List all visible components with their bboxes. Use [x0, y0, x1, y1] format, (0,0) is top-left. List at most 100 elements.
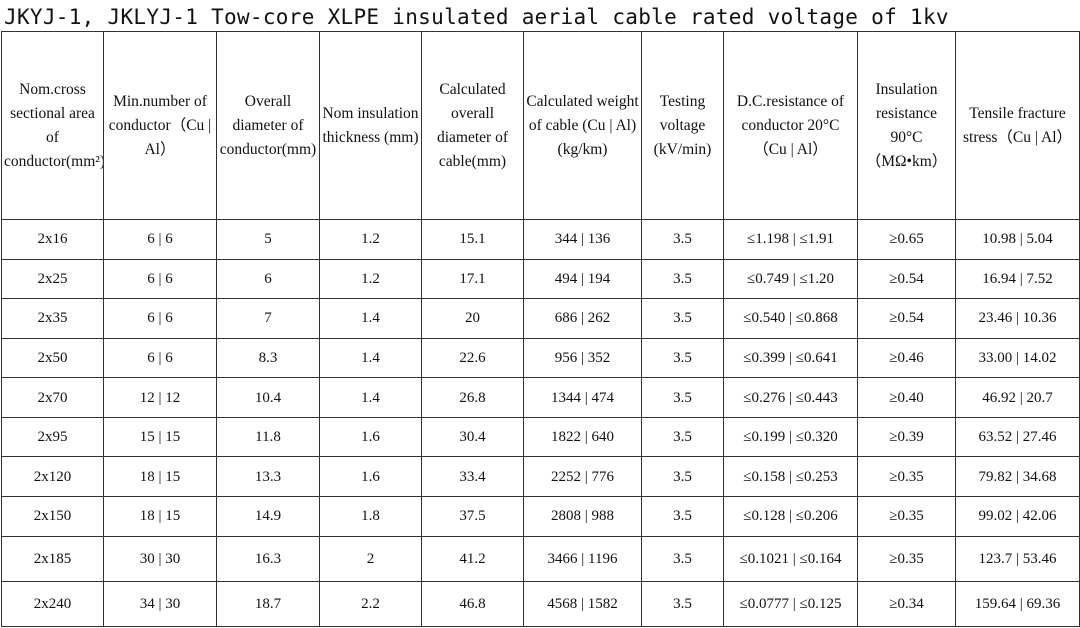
cell-insulation-resistance: ≥0.35 [857, 456, 956, 498]
cell-tensile-stress: 123.7 | 53.46 [955, 535, 1080, 582]
cell-cable-weight: 956 | 352 [523, 337, 642, 379]
cell-tensile-stress: 23.46 | 10.36 [955, 298, 1080, 339]
cell-tensile-stress: 33.00 | 14.02 [955, 337, 1080, 379]
cell-conductor-diameter: 10.4 [216, 377, 320, 418]
cell-conductor-diameter: 11.8 [216, 416, 320, 458]
cell-insulation-thickness: 1.2 [319, 219, 422, 260]
header-row: Nom.cross sectional area of conductor(mm… [1, 31, 1080, 220]
cell-conductor-diameter: 8.3 [216, 337, 320, 379]
cell-insulation-resistance: ≥0.35 [857, 535, 956, 582]
cell-tensile-stress: 159.64 | 69.36 [955, 580, 1080, 628]
cell-cross-section: 2x70 [1, 377, 104, 418]
cell-insulation-resistance: ≥0.65 [857, 219, 956, 260]
cell-cable-diameter: 37.5 [421, 496, 524, 537]
table-row: 2x25 6 | 6 6 1.2 17.1 494 | 194 3.5 ≤0.749 | ≤1… [1, 258, 1080, 300]
cell-cross-section: 2x50 [1, 337, 104, 379]
cell-min-conductors: 18 | 15 [103, 496, 217, 537]
cable-spec-table: Nom.cross sectional area of conductor(mm… [1, 31, 1080, 628]
cell-conductor-diameter: 14.9 [216, 496, 320, 537]
cell-insulation-resistance: ≥0.40 [857, 377, 956, 418]
cell-cross-section: 2x185 [1, 535, 104, 582]
cell-dc-resistance: ≤0.749 | ≤1.20 [723, 258, 858, 300]
cell-insulation-resistance: ≥0.35 [857, 496, 956, 537]
cell-insulation-resistance: ≥0.54 [857, 258, 956, 300]
cell-tensile-stress: 79.82 | 34.68 [955, 456, 1080, 498]
col-header-cable-diameter: Calculated overall diameter of cable(mm) [421, 31, 524, 220]
cell-testing-voltage: 3.5 [641, 219, 724, 260]
cell-cable-weight: 2808 | 988 [523, 496, 642, 537]
col-header-cross-section: Nom.cross sectional area of conductor(mm… [1, 31, 104, 220]
table-row: 2x50 6 | 6 8.3 1.4 22.6 956 | 352 3.5 ≤0.399 | … [1, 337, 1080, 379]
cell-conductor-diameter: 16.3 [216, 535, 320, 582]
cell-insulation-thickness: 1.4 [319, 298, 422, 339]
cell-testing-voltage: 3.5 [641, 535, 724, 582]
cell-cross-section: 2x35 [1, 298, 104, 339]
table-row: 2x240 34 | 30 18.7 2.2 46.8 4568 | 1582 3.5 ≤0.… [1, 580, 1080, 628]
cell-testing-voltage: 3.5 [641, 377, 724, 418]
table-row: 2x95 15 | 15 11.8 1.6 30.4 1822 | 640 3.5 ≤0.19… [1, 416, 1080, 458]
cell-testing-voltage: 3.5 [641, 337, 724, 379]
cell-testing-voltage: 3.5 [641, 298, 724, 339]
cell-dc-resistance: ≤1.198 | ≤1.91 [723, 219, 858, 260]
cell-tensile-stress: 63.52 | 27.46 [955, 416, 1080, 458]
cell-tensile-stress: 46.92 | 20.7 [955, 377, 1080, 418]
cell-cable-weight: 1344 | 474 [523, 377, 642, 418]
cell-cable-weight: 3466 | 1196 [523, 535, 642, 582]
cell-insulation-resistance: ≥0.34 [857, 580, 956, 628]
cell-min-conductors: 15 | 15 [103, 416, 217, 458]
cell-testing-voltage: 3.5 [641, 456, 724, 498]
page-title: JKYJ-1, JKLYJ-1 Tow-core XLPE insulated … [4, 5, 949, 29]
cell-cable-weight: 494 | 194 [523, 258, 642, 300]
cell-cable-diameter: 15.1 [421, 219, 524, 260]
cell-insulation-thickness: 1.2 [319, 258, 422, 300]
cell-dc-resistance: ≤0.199 | ≤0.320 [723, 416, 858, 458]
cell-conductor-diameter: 7 [216, 298, 320, 339]
cell-cable-weight: 2252 | 776 [523, 456, 642, 498]
cell-insulation-thickness: 1.6 [319, 456, 422, 498]
cell-testing-voltage: 3.5 [641, 416, 724, 458]
col-header-tensile-stress: Tensile fracture stress（Cu | Al） [955, 31, 1080, 220]
cell-cable-diameter: 17.1 [421, 258, 524, 300]
col-header-min-conductors: Min.number of conductor（Cu | Al） [103, 31, 217, 220]
cell-insulation-thickness: 1.4 [319, 337, 422, 379]
cell-conductor-diameter: 18.7 [216, 580, 320, 628]
cell-cross-section: 2x95 [1, 416, 104, 458]
cell-cable-diameter: 33.4 [421, 456, 524, 498]
cell-conductor-diameter: 13.3 [216, 456, 320, 498]
cell-cable-weight: 344 | 136 [523, 219, 642, 260]
col-header-insulation-thickness: Nom insulation thickness (mm) [319, 31, 422, 220]
cell-cable-diameter: 22.6 [421, 337, 524, 379]
table-row: 2x35 6 | 6 7 1.4 20 686 | 262 3.5 ≤0.540 | ≤0.8… [1, 298, 1080, 339]
cell-dc-resistance: ≤0.128 | ≤0.206 [723, 496, 858, 537]
cell-cable-diameter: 41.2 [421, 535, 524, 582]
cell-insulation-thickness: 2 [319, 535, 422, 582]
cell-min-conductors: 12 | 12 [103, 377, 217, 418]
table-row: 2x150 18 | 15 14.9 1.8 37.5 2808 | 988 3.5 ≤0.1… [1, 496, 1080, 537]
cell-min-conductors: 6 | 6 [103, 298, 217, 339]
col-header-cable-weight: Calculated weight of cable (Cu | Al)(kg/… [523, 31, 642, 220]
cell-dc-resistance: ≤0.158 | ≤0.253 [723, 456, 858, 498]
cell-cross-section: 2x16 [1, 219, 104, 260]
cell-tensile-stress: 10.98 | 5.04 [955, 219, 1080, 260]
cell-insulation-resistance: ≥0.46 [857, 337, 956, 379]
cell-min-conductors: 18 | 15 [103, 456, 217, 498]
cell-min-conductors: 6 | 6 [103, 337, 217, 379]
col-header-insulation-resistance: Insulation resistance 90°C （MΩ•km） [857, 31, 956, 220]
cell-conductor-diameter: 5 [216, 219, 320, 260]
cell-insulation-thickness: 1.8 [319, 496, 422, 537]
cell-testing-voltage: 3.5 [641, 580, 724, 628]
cell-min-conductors: 6 | 6 [103, 258, 217, 300]
col-header-testing-voltage: Testing voltage (kV/min) [641, 31, 724, 220]
cell-testing-voltage: 3.5 [641, 258, 724, 300]
cell-tensile-stress: 16.94 | 7.52 [955, 258, 1080, 300]
cell-min-conductors: 6 | 6 [103, 219, 217, 260]
cell-dc-resistance: ≤0.399 | ≤0.641 [723, 337, 858, 379]
cell-insulation-thickness: 2.2 [319, 580, 422, 628]
cell-min-conductors: 34 | 30 [103, 580, 217, 628]
cell-cable-weight: 4568 | 1582 [523, 580, 642, 628]
cell-tensile-stress: 99.02 | 42.06 [955, 496, 1080, 537]
cell-conductor-diameter: 6 [216, 258, 320, 300]
cell-insulation-resistance: ≥0.54 [857, 298, 956, 339]
cell-insulation-resistance: ≥0.39 [857, 416, 956, 458]
table-row: 2x16 6 | 6 5 1.2 15.1 344 | 136 3.5 ≤1.198 | ≤1… [1, 219, 1080, 260]
